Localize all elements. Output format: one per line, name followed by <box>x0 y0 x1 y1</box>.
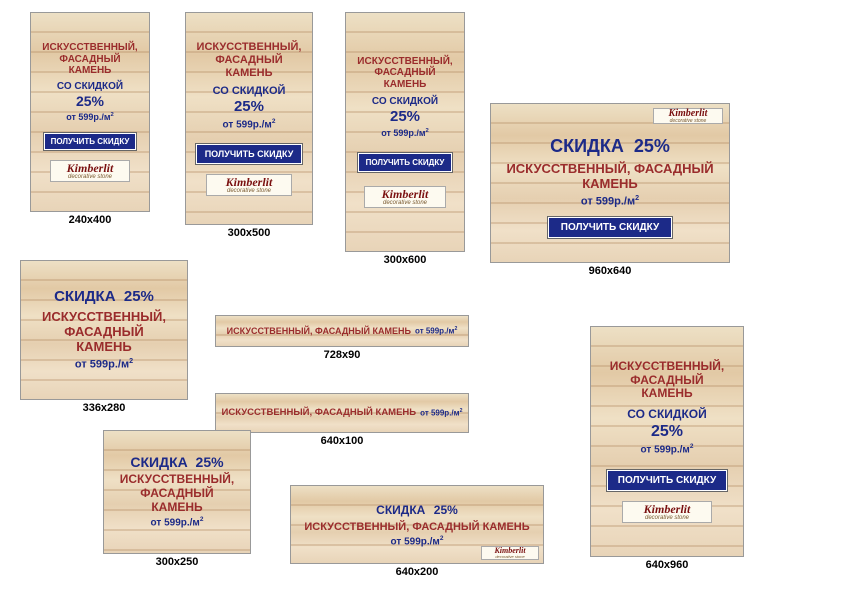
price: от 599р./м2 <box>151 516 204 529</box>
disc-word: СКИДКА <box>376 503 425 517</box>
headline: ИСКУССТВЕННЫЙ, ФАСАДНЫЙ КАМЕНЬ <box>357 56 452 91</box>
discount: СКИДКА 25% <box>54 288 154 306</box>
hl3: КАМЕНЬ <box>69 65 112 76</box>
discount: СО СКИДКОЙ 25% <box>372 96 438 126</box>
brand-logo: Kimberlit decorative stone <box>653 108 723 124</box>
discount: СО СКИДКОЙ 25% <box>57 81 123 110</box>
banner-640x200: СКИДКА 25% ИСКУССТВЕННЫЙ, ФАСАДНЫЙ КАМЕН… <box>290 485 544 564</box>
caption-300x500: 300x500 <box>185 227 313 239</box>
price: от 599р./м2 <box>381 128 429 139</box>
banner-640x960: ИСКУССТВЕННЫЙ, ФАСАДНЫЙ КАМЕНЬ СО СКИДКО… <box>590 326 744 557</box>
caption-640x960: 640x960 <box>590 559 744 571</box>
headline: ИСКУССТВЕННЫЙ, ФАСАДНЫЙ КАМЕНЬ <box>222 408 417 419</box>
caption-240x400: 240x400 <box>30 214 150 226</box>
headline: ИСКУССТВЕННЫЙ, ФАСАДНЫЙ КАМЕНЬ <box>227 326 411 336</box>
price: от 599р./м2 <box>415 326 457 336</box>
discount: СКИДКА 25% <box>550 136 670 158</box>
banner-300x600: ИСКУССТВЕННЫЙ, ФАСАДНЫЙ КАМЕНЬ СО СКИДКО… <box>345 12 465 252</box>
discount: СО СКИДКОЙ 25% <box>627 407 706 441</box>
caption-728x90: 728x90 <box>215 349 469 361</box>
banner-300x500: ИСКУССТВЕННЫЙ, ФАСАДНЫЙ КАМЕНЬ СО СКИДКО… <box>185 12 313 225</box>
banner-728x90: ИСКУССТВЕННЫЙ, ФАСАДНЫЙ КАМЕНЬ от 599р./… <box>215 315 469 347</box>
price-sup: 2 <box>111 112 114 118</box>
headline: ИСКУССТВЕННЫЙ, ФАСАДНЫЙ КАМЕНЬ <box>610 360 724 401</box>
headline: ИСКУССТВЕННЫЙ, ФАСАДНЫЙ КАМЕНЬ <box>42 42 137 77</box>
price: от 599р./м2 <box>420 408 462 418</box>
brand: Kimberlit <box>67 162 114 174</box>
brand-logo: Kimberlit decorative stone <box>206 174 292 196</box>
disc-pct: 25% <box>76 93 104 109</box>
price: от 599р./м2 <box>391 535 444 548</box>
cta-button[interactable]: ПОЛУЧИТЬ СКИДКУ <box>548 217 672 238</box>
discount: СКИДКА 25% <box>130 454 223 471</box>
brand-sub: decorative stone <box>68 174 112 180</box>
price: от 599р./м2 <box>75 357 133 372</box>
cta-button[interactable]: ПОЛУЧИТЬ СКИДКУ <box>196 144 303 164</box>
price: от 599р./м2 <box>641 443 694 456</box>
disc-pre: СО СКИДКОЙ <box>57 81 123 92</box>
headline: ИСКУССТВЕННЫЙ, ФАСАДНЫЙ КАМЕНЬ <box>197 41 302 79</box>
price: от 599р./м2 <box>223 118 276 131</box>
cta-button[interactable]: ПОЛУЧИТЬ СКИДКУ <box>358 153 453 172</box>
hl2: ФАСАДНЫЙ <box>59 54 120 65</box>
caption-336x280: 336x280 <box>20 402 188 414</box>
brand-logo: Kimberlit decorative stone <box>622 501 712 523</box>
caption-300x250: 300x250 <box>103 556 251 568</box>
price: от 599р./м2 <box>581 194 639 209</box>
brand-logo: Kimberlit decorative stone <box>364 186 446 208</box>
banner-240x400: ИСКУССТВЕННЫЙ, ФАСАДНЫЙ КАМЕНЬ СО СКИДКО… <box>30 12 150 212</box>
discount: СО СКИДКОЙ 25% <box>213 85 286 116</box>
brand-logo: Kimberlit decorative stone <box>481 546 539 560</box>
banner-960x640: Kimberlit decorative stone СКИДКА 25% ИС… <box>490 103 730 263</box>
headline: ИСКУССТВЕННЫЙ, ФАСАДНЫЙ КАМЕНЬ <box>120 473 234 514</box>
banner-336x280: СКИДКА 25% ИСКУССТВЕННЫЙ, ФАСАДНЫЙ КАМЕН… <box>20 260 188 400</box>
caption-640x100: 640x100 <box>215 435 469 447</box>
banner-300x250: СКИДКА 25% ИСКУССТВЕННЫЙ, ФАСАДНЫЙ КАМЕН… <box>103 430 251 554</box>
caption-640x200: 640x200 <box>290 566 544 578</box>
disc-pct: 25% <box>434 503 458 517</box>
cta-button[interactable]: ПОЛУЧИТЬ СКИДКУ <box>44 133 137 150</box>
banner-640x100: ИСКУССТВЕННЫЙ, ФАСАДНЫЙ КАМЕНЬ от 599р./… <box>215 393 469 433</box>
discount-row: СКИДКА 25% <box>376 501 458 519</box>
headline: ИСКУССТВЕННЫЙ, ФАСАДНЫЙ КАМЕНЬ <box>304 521 529 534</box>
brand-logo: Kimberlit decorative stone <box>50 160 130 182</box>
caption-300x600: 300x600 <box>345 254 465 266</box>
hl1: ИСКУССТВЕННЫЙ, <box>42 42 137 53</box>
headline: ИСКУССТВЕННЫЙ, ФАСАДНЫЙ КАМЕНЬ <box>42 310 166 355</box>
price: от 599р./м2 <box>66 112 114 123</box>
caption-960x640: 960x640 <box>490 265 730 277</box>
cta-button[interactable]: ПОЛУЧИТЬ СКИДКУ <box>607 470 727 491</box>
headline: ИСКУССТВЕННЫЙ, ФАСАДНЫЙ КАМЕНЬ <box>506 162 713 192</box>
price-from: от 599р./м <box>66 112 110 122</box>
